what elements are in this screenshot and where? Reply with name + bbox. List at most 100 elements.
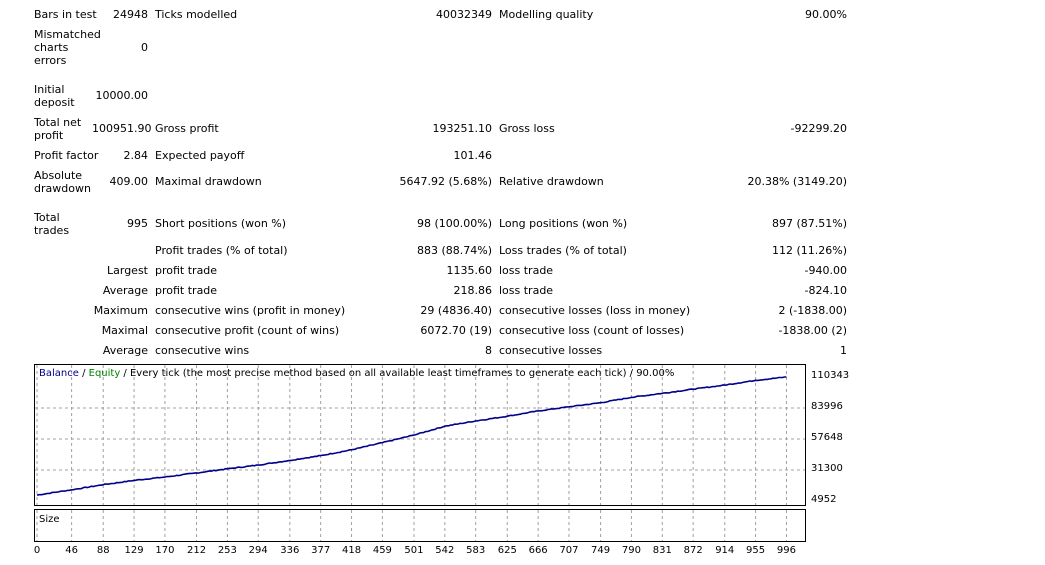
total-trades-label: Total trades	[34, 211, 70, 237]
total-net-profit-value: 100951.90	[92, 122, 152, 135]
max-consecutive-losses-label: consecutive losses (loss in money)	[499, 304, 691, 317]
chart-legend: Balance / Equity / Every tick (the most …	[39, 368, 674, 379]
legend-separator: /	[78, 368, 89, 379]
profit-trades-label: Profit trades (% of total)	[155, 244, 288, 257]
modelling-quality-label: Modelling quality	[499, 8, 594, 21]
maximal-consecutive-profit-label: consecutive profit (count of wins)	[155, 324, 340, 337]
short-positions-value: 98 (100.00%)	[416, 217, 492, 230]
x-tick-label: 418	[341, 545, 362, 556]
size-plot	[36, 510, 787, 541]
x-tick-label: 914	[715, 545, 735, 556]
x-tick-label: 129	[124, 545, 144, 556]
profit-trades-value: 883 (88.74%)	[416, 244, 492, 257]
x-tick-label: 377	[311, 545, 331, 556]
short-positions-label: Short positions (won %)	[155, 217, 287, 230]
x-tick-label: 212	[186, 545, 207, 556]
absolute-drawdown-value: 409.00	[109, 175, 149, 188]
gross-profit-value: 193251.10	[432, 122, 493, 135]
loss-trades-value: 112 (11.26%)	[771, 244, 847, 257]
size-panel: Size	[34, 509, 806, 542]
max-consecutive-wins-value: 29 (4836.40)	[420, 304, 492, 317]
expected-payoff-label: Expected payoff	[155, 149, 245, 162]
legend-balance: Balance	[39, 368, 79, 379]
expected-payoff-value: 101.46	[453, 149, 493, 162]
average-profit-value: 218.86	[453, 284, 493, 297]
bars-in-test-label: Bars in test	[34, 8, 97, 21]
ticks-modelled-value: 40032349	[436, 8, 492, 21]
max-consecutive-losses-value: 2 (-1838.00)	[778, 304, 847, 317]
legend-description: / Every tick (the most precise method ba…	[120, 368, 675, 379]
maximal-consecutive-loss-label: consecutive loss (count of losses)	[499, 324, 685, 337]
absolute-drawdown-label: Absolute drawdown	[34, 169, 91, 195]
x-tick-label: 872	[683, 545, 703, 556]
average-consecutive-losses-value: 1	[840, 344, 847, 357]
total-net-profit-label: Total net profit	[34, 116, 82, 142]
y-tick-label: 31300	[811, 462, 843, 474]
long-positions-value: 897 (87.51%)	[771, 217, 847, 230]
largest-loss-value: -940.00	[804, 264, 847, 277]
x-tick-label: 501	[404, 545, 424, 556]
largest-profit-label: profit trade	[155, 264, 218, 277]
y-tick-label: 57648	[811, 431, 843, 443]
x-tick-label: 707	[559, 545, 579, 556]
profit-factor-value: 2.84	[123, 149, 149, 162]
initial-deposit-value: 10000.00	[95, 89, 149, 102]
largest-loss-label: loss trade	[499, 264, 554, 277]
x-tick-label: 666	[528, 545, 548, 556]
x-tick-label: 459	[372, 545, 392, 556]
x-tick-label: 955	[746, 545, 766, 556]
average-prefix: Average	[102, 284, 148, 297]
average-loss-value: -824.10	[804, 284, 847, 297]
mismatched-errors-value: 0	[141, 41, 148, 54]
x-tick-label: 542	[435, 545, 455, 556]
x-tick-label: 583	[466, 545, 486, 556]
x-tick-label: 170	[155, 545, 175, 556]
modelling-quality-value: 90.00%	[805, 8, 847, 21]
gross-loss-value: -92299.20	[790, 122, 847, 135]
balance-chart-plot	[35, 365, 805, 505]
balance-chart: Balance / Equity / Every tick (the most …	[34, 364, 806, 506]
maximal-consecutive-profit-value: 6072.70 (19)	[420, 324, 492, 337]
average-consecutive-wins-label: consecutive wins	[155, 344, 250, 357]
size-label: Size	[39, 514, 60, 525]
y-tick-label: 110343	[811, 370, 850, 381]
ticks-modelled-label: Ticks modelled	[155, 8, 238, 21]
maximal-drawdown-value: 5647.92 (5.68%)	[399, 175, 492, 188]
long-positions-label: Long positions (won %)	[499, 217, 628, 230]
x-tick-label: 0	[33, 545, 41, 556]
x-tick-label: 46	[65, 545, 78, 556]
maximum-prefix: Maximum	[93, 304, 148, 317]
average-consecutive-losses-label: consecutive losses	[499, 344, 603, 357]
largest-prefix: Largest	[107, 264, 148, 277]
x-tick-label: 336	[280, 545, 300, 556]
mismatched-errors-label: Mismatched charts errors	[34, 28, 101, 67]
total-trades-value: 995	[127, 217, 148, 230]
bars-in-test-value: 24948	[113, 8, 148, 21]
gross-loss-label: Gross loss	[499, 122, 555, 135]
gross-profit-label: Gross profit	[155, 122, 219, 135]
balance-line	[36, 376, 787, 496]
x-tick-label: 88	[96, 545, 110, 556]
relative-drawdown-value: 20.38% (3149.20)	[747, 175, 847, 188]
maximal-drawdown-label: Maximal drawdown	[155, 175, 262, 188]
average-consecutive-prefix: Average	[102, 344, 148, 357]
x-tick-label: 625	[497, 545, 517, 556]
y-tick-label: 83996	[811, 400, 843, 412]
largest-profit-value: 1135.60	[446, 264, 493, 277]
x-tick-label: 253	[217, 545, 237, 556]
max-consecutive-wins-label: consecutive wins (profit in money)	[155, 304, 346, 317]
relative-drawdown-label: Relative drawdown	[499, 175, 604, 188]
profit-factor-label: Profit factor	[34, 149, 99, 162]
maximal-consecutive-loss-value: -1838.00 (2)	[778, 324, 847, 337]
x-tick-label: 790	[621, 545, 641, 556]
x-tick-label: 294	[248, 545, 268, 556]
average-profit-label: profit trade	[155, 284, 218, 297]
average-consecutive-wins-value: 8	[485, 344, 492, 357]
loss-trades-label: Loss trades (% of total)	[499, 244, 627, 257]
x-tick-label: 996	[776, 545, 796, 556]
initial-deposit-label: Initial deposit	[34, 83, 75, 109]
average-loss-label: loss trade	[499, 284, 554, 297]
x-tick-label: 831	[652, 545, 672, 556]
legend-equity: Equity	[88, 368, 121, 379]
maximal-prefix: Maximal	[101, 324, 148, 337]
